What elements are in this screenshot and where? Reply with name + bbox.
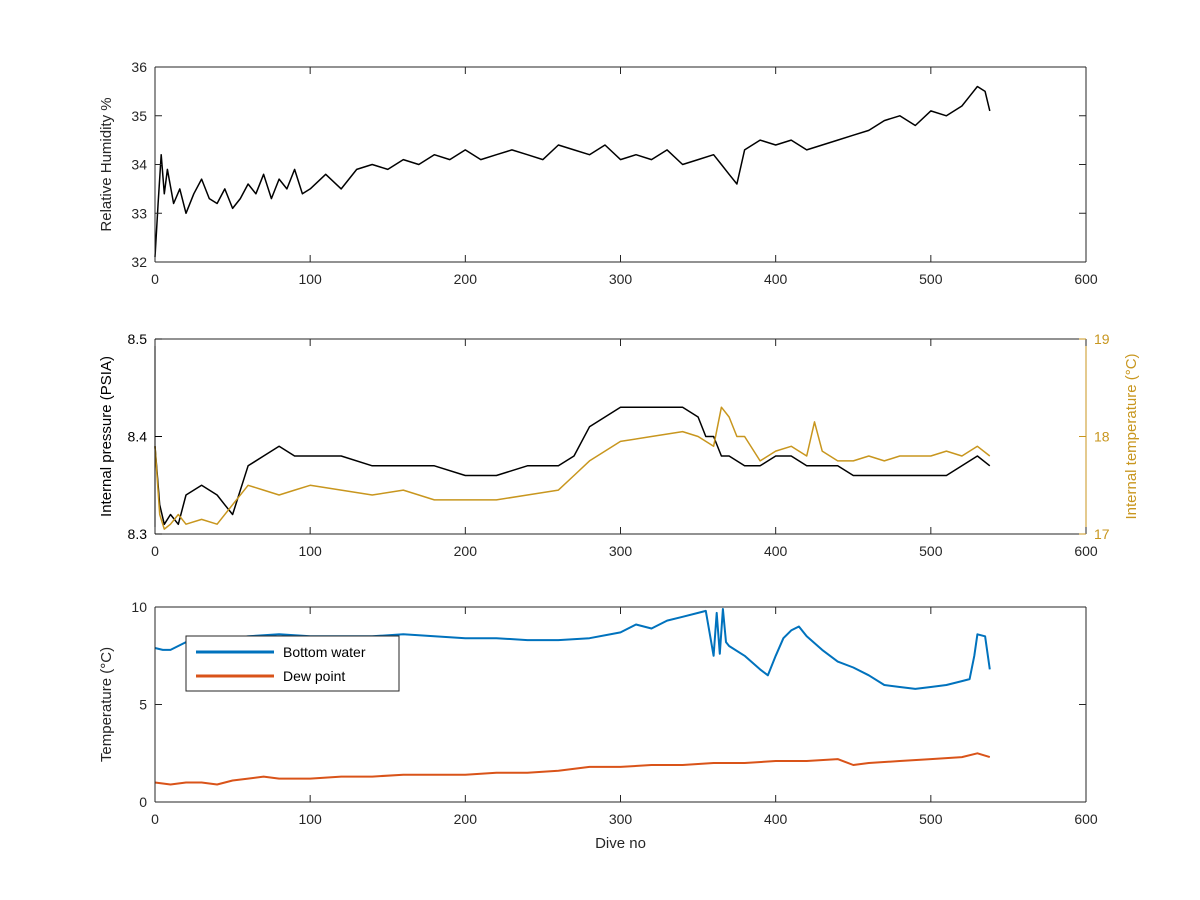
y-tick-label: 8.4: [128, 429, 148, 445]
y2-tick-label: 18: [1094, 429, 1110, 445]
y-axis-title: Relative Humidity %: [98, 97, 115, 231]
y-tick-label: 0: [139, 794, 147, 810]
series-line-2-1: [154, 406, 991, 526]
series-line-dew-point: [154, 752, 991, 786]
series-line-2-2: [154, 406, 991, 530]
series-line-1-1: [154, 85, 991, 258]
x-tick-label: 500: [919, 543, 943, 559]
legend-label: Bottom water: [283, 644, 366, 660]
x-tick-label: 200: [454, 271, 478, 287]
x-tick-label: 500: [919, 811, 943, 827]
y-tick-label: 10: [131, 599, 147, 615]
x-tick-label: 100: [298, 811, 322, 827]
legend: Bottom water Dew point: [185, 635, 400, 692]
x-tick-label: 0: [151, 271, 159, 287]
x-tick-label: 100: [298, 543, 322, 559]
x-tick-label: 100: [298, 271, 322, 287]
y-tick-label: 5: [139, 697, 147, 713]
chart-panel-3: 0 100 200 300 400 500 600 0 5 10 Temperature (°C) D…: [98, 599, 1098, 852]
x-tick-label: 600: [1074, 271, 1098, 287]
y-tick-label: 8.3: [128, 526, 148, 542]
x-tick-label: 300: [609, 543, 633, 559]
chart-panel-2: 0 100 200 300 400 500 600 8.3 8.4 8.5 17 18 19 Intern…: [98, 331, 1140, 559]
x-tick-label: 0: [151, 811, 159, 827]
y-tick-label: 8.5: [128, 331, 148, 347]
x-tick-label: 300: [609, 271, 633, 287]
x-tick-label: 200: [454, 811, 478, 827]
y-tick-label: 34: [131, 157, 147, 173]
x-axis-title: Dive no: [595, 835, 646, 852]
x-tick-label: 500: [919, 271, 943, 287]
x-tick-label: 300: [609, 811, 633, 827]
y-axis-title: Internal pressure (PSIA): [98, 356, 115, 517]
x-tick-label: 200: [454, 543, 478, 559]
y-tick-label: 35: [131, 108, 147, 124]
y-axis-title: Temperature (°C): [98, 647, 115, 762]
x-tick-label: 400: [764, 271, 788, 287]
x-tick-label: 400: [764, 811, 788, 827]
chart-panel-1: 0 100 200 300 400 500 600 32 33 34 35 36 Relative Hu…: [98, 59, 1098, 287]
x-tick-label: 400: [764, 543, 788, 559]
legend-label: Dew point: [283, 668, 345, 684]
y-tick-label: 33: [131, 205, 147, 221]
y2-tick-label: 19: [1094, 331, 1110, 347]
y2-tick-label: 17: [1094, 526, 1110, 542]
x-tick-label: 0: [151, 543, 159, 559]
legend-box: [185, 635, 400, 692]
y2-axis-title: Internal temperature (°C): [1123, 353, 1140, 519]
y-tick-label: 36: [131, 59, 147, 75]
x-tick-label: 600: [1074, 811, 1098, 827]
y-tick-label: 32: [131, 254, 147, 270]
x-tick-label: 600: [1074, 543, 1098, 559]
